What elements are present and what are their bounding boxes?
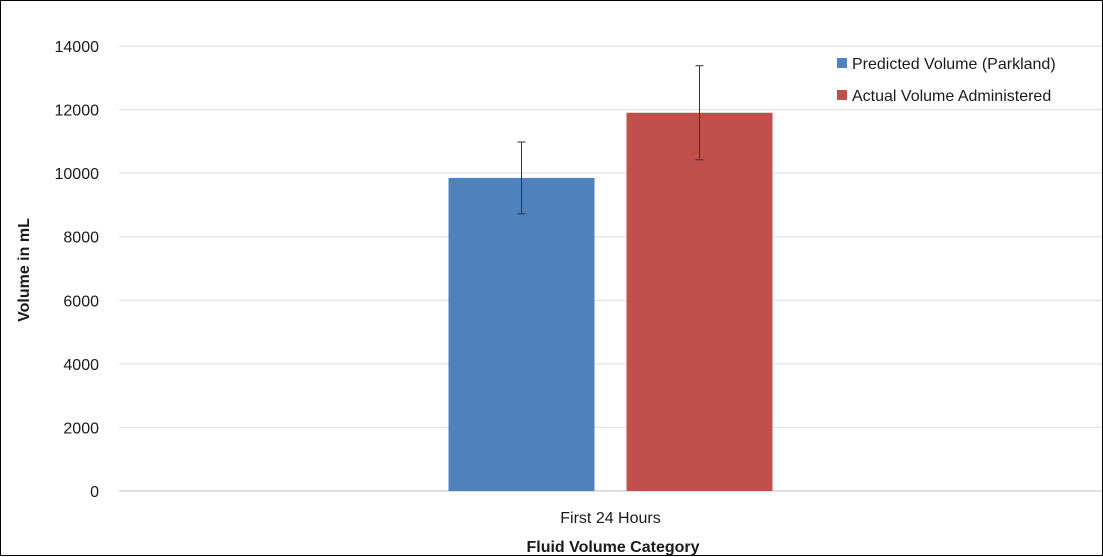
y-axis-title: Volume in mL bbox=[16, 218, 33, 322]
legend-swatch bbox=[837, 90, 847, 100]
x-axis-title: Fluid Volume Category bbox=[526, 539, 699, 556]
bars bbox=[449, 113, 773, 491]
legend-swatch bbox=[837, 58, 847, 68]
legend: Predicted Volume (Parkland) Actual Volume… bbox=[837, 56, 1056, 105]
legend-label: Predicted Volume (Parkland) bbox=[852, 56, 1056, 73]
y-tick-label: 0 bbox=[90, 484, 99, 501]
legend-label: Actual Volume Administered bbox=[852, 88, 1051, 105]
x-tick-label: First 24 Hours bbox=[560, 510, 660, 527]
y-axis-ticks: 0 2000 4000 6000 8000 10000 12000 14000 bbox=[55, 39, 100, 501]
y-tick-label: 2000 bbox=[63, 420, 99, 437]
bar-predicted bbox=[449, 178, 595, 491]
y-tick-label: 14000 bbox=[55, 39, 100, 56]
y-tick-label: 12000 bbox=[55, 103, 100, 120]
y-tick-label: 8000 bbox=[63, 230, 99, 247]
x-axis-ticks: First 24 Hours bbox=[560, 510, 660, 527]
gridlines bbox=[119, 46, 1102, 491]
y-tick-label: 10000 bbox=[55, 166, 100, 183]
bar-actual bbox=[627, 113, 773, 491]
y-tick-label: 6000 bbox=[63, 293, 99, 310]
y-tick-label: 4000 bbox=[63, 357, 99, 374]
